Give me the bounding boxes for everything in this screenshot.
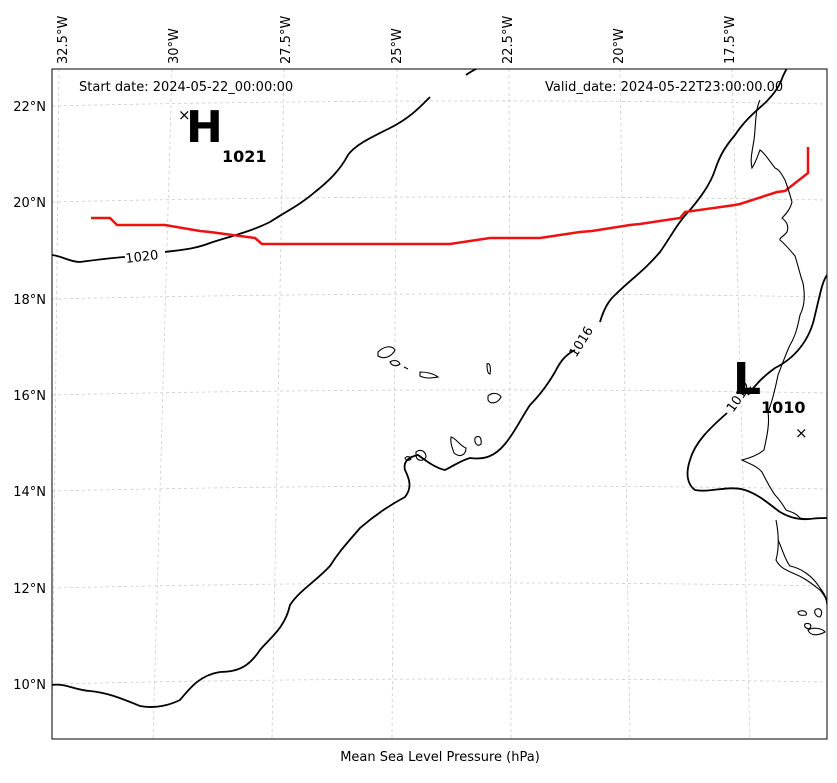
parallel-18n [52, 293, 827, 300]
meridian-17-5w [731, 69, 751, 739]
parallel-20n [52, 196, 827, 203]
coastline [377, 99, 827, 636]
latitude-labels: 22°N 20°N 18°N 16°N 14°N 12°N 10°N [13, 100, 46, 693]
lat-label: 16°N [13, 389, 46, 404]
meridian-30w [152, 69, 173, 739]
high-symbol: H [186, 102, 223, 153]
plot-frame [51, 68, 828, 740]
start-date-label: Start date: 2024-05-22_00:00:00 [79, 80, 293, 95]
islands-bijagos-1 [797, 610, 807, 616]
island-boa-vista [487, 392, 502, 404]
longitude-labels: 32.5°W 30°W 27.5°W 25°W 22.5°W 20°W 17.5… [56, 16, 738, 64]
isobar-1020-upper [465, 69, 479, 76]
lat-label: 18°N [13, 293, 46, 308]
low-value: 1010 [761, 398, 806, 417]
lat-label: 10°N [13, 678, 46, 693]
parallel-10n [52, 678, 827, 685]
storm-track [91, 147, 810, 246]
island-santiago [450, 436, 467, 457]
meridian-27-5w [271, 69, 285, 739]
island-sao-vicente [389, 359, 401, 367]
isobar-1020 [52, 96, 431, 263]
lat-label: 12°N [13, 582, 46, 597]
coast-senegal-south [775, 519, 827, 606]
island-brava [404, 456, 412, 461]
islands-bijagos-3 [804, 622, 812, 630]
high-pressure-marker: × H 1021 [178, 102, 267, 166]
meridian-25w [391, 69, 398, 739]
valid-date-label: Valid_date: 2024-05-22T23:00:00.00 [545, 80, 783, 95]
low-pressure-marker: L 1010 × [733, 354, 808, 442]
meridian-22-5w [508, 69, 512, 739]
contour-label-1016: 1016 [567, 324, 597, 360]
parallel-12n [52, 582, 827, 589]
graticule [52, 69, 827, 739]
islands-bijagos-4 [807, 627, 826, 636]
island-fogo [415, 449, 427, 461]
parallel-14n [52, 485, 827, 492]
contour-label-1020: 1020 [125, 248, 160, 267]
high-value: 1021 [222, 147, 267, 166]
lon-label: 32.5°W [56, 16, 71, 64]
parallel-22n [52, 100, 827, 107]
lon-label: 30°W [167, 28, 182, 64]
lon-label: 25°W [390, 28, 405, 64]
lat-label: 14°N [13, 485, 46, 500]
lat-label: 22°N [13, 100, 46, 115]
parallel-16n [52, 389, 827, 396]
lon-label: 27.5°W [279, 16, 294, 64]
isobars [52, 69, 827, 708]
meridian-20w [619, 69, 631, 739]
island-santo-antao [377, 346, 396, 359]
low-x-marker: × [795, 424, 808, 442]
meridian-32-5w [52, 69, 60, 739]
lon-label: 17.5°W [723, 16, 738, 64]
coast-africa-north [740, 99, 827, 520]
lat-label: 20°N [13, 196, 46, 211]
lon-label: 22.5°W [501, 16, 516, 64]
island-santa-luzia [403, 366, 409, 370]
island-sal [486, 363, 491, 375]
islands-bijagos-2 [814, 608, 823, 618]
contour-labels: 1020 1016 1012 [125, 248, 756, 415]
island-maio [474, 435, 482, 446]
high-x-marker: × [178, 106, 191, 124]
coast-guinea [777, 539, 827, 605]
isobar-1016 [52, 69, 788, 708]
x-axis-label: Mean Sea Level Pressure (hPa) [340, 750, 540, 765]
low-symbol: L [733, 354, 761, 405]
lon-label: 20°W [612, 28, 627, 64]
island-sao-nicolau [419, 371, 440, 379]
